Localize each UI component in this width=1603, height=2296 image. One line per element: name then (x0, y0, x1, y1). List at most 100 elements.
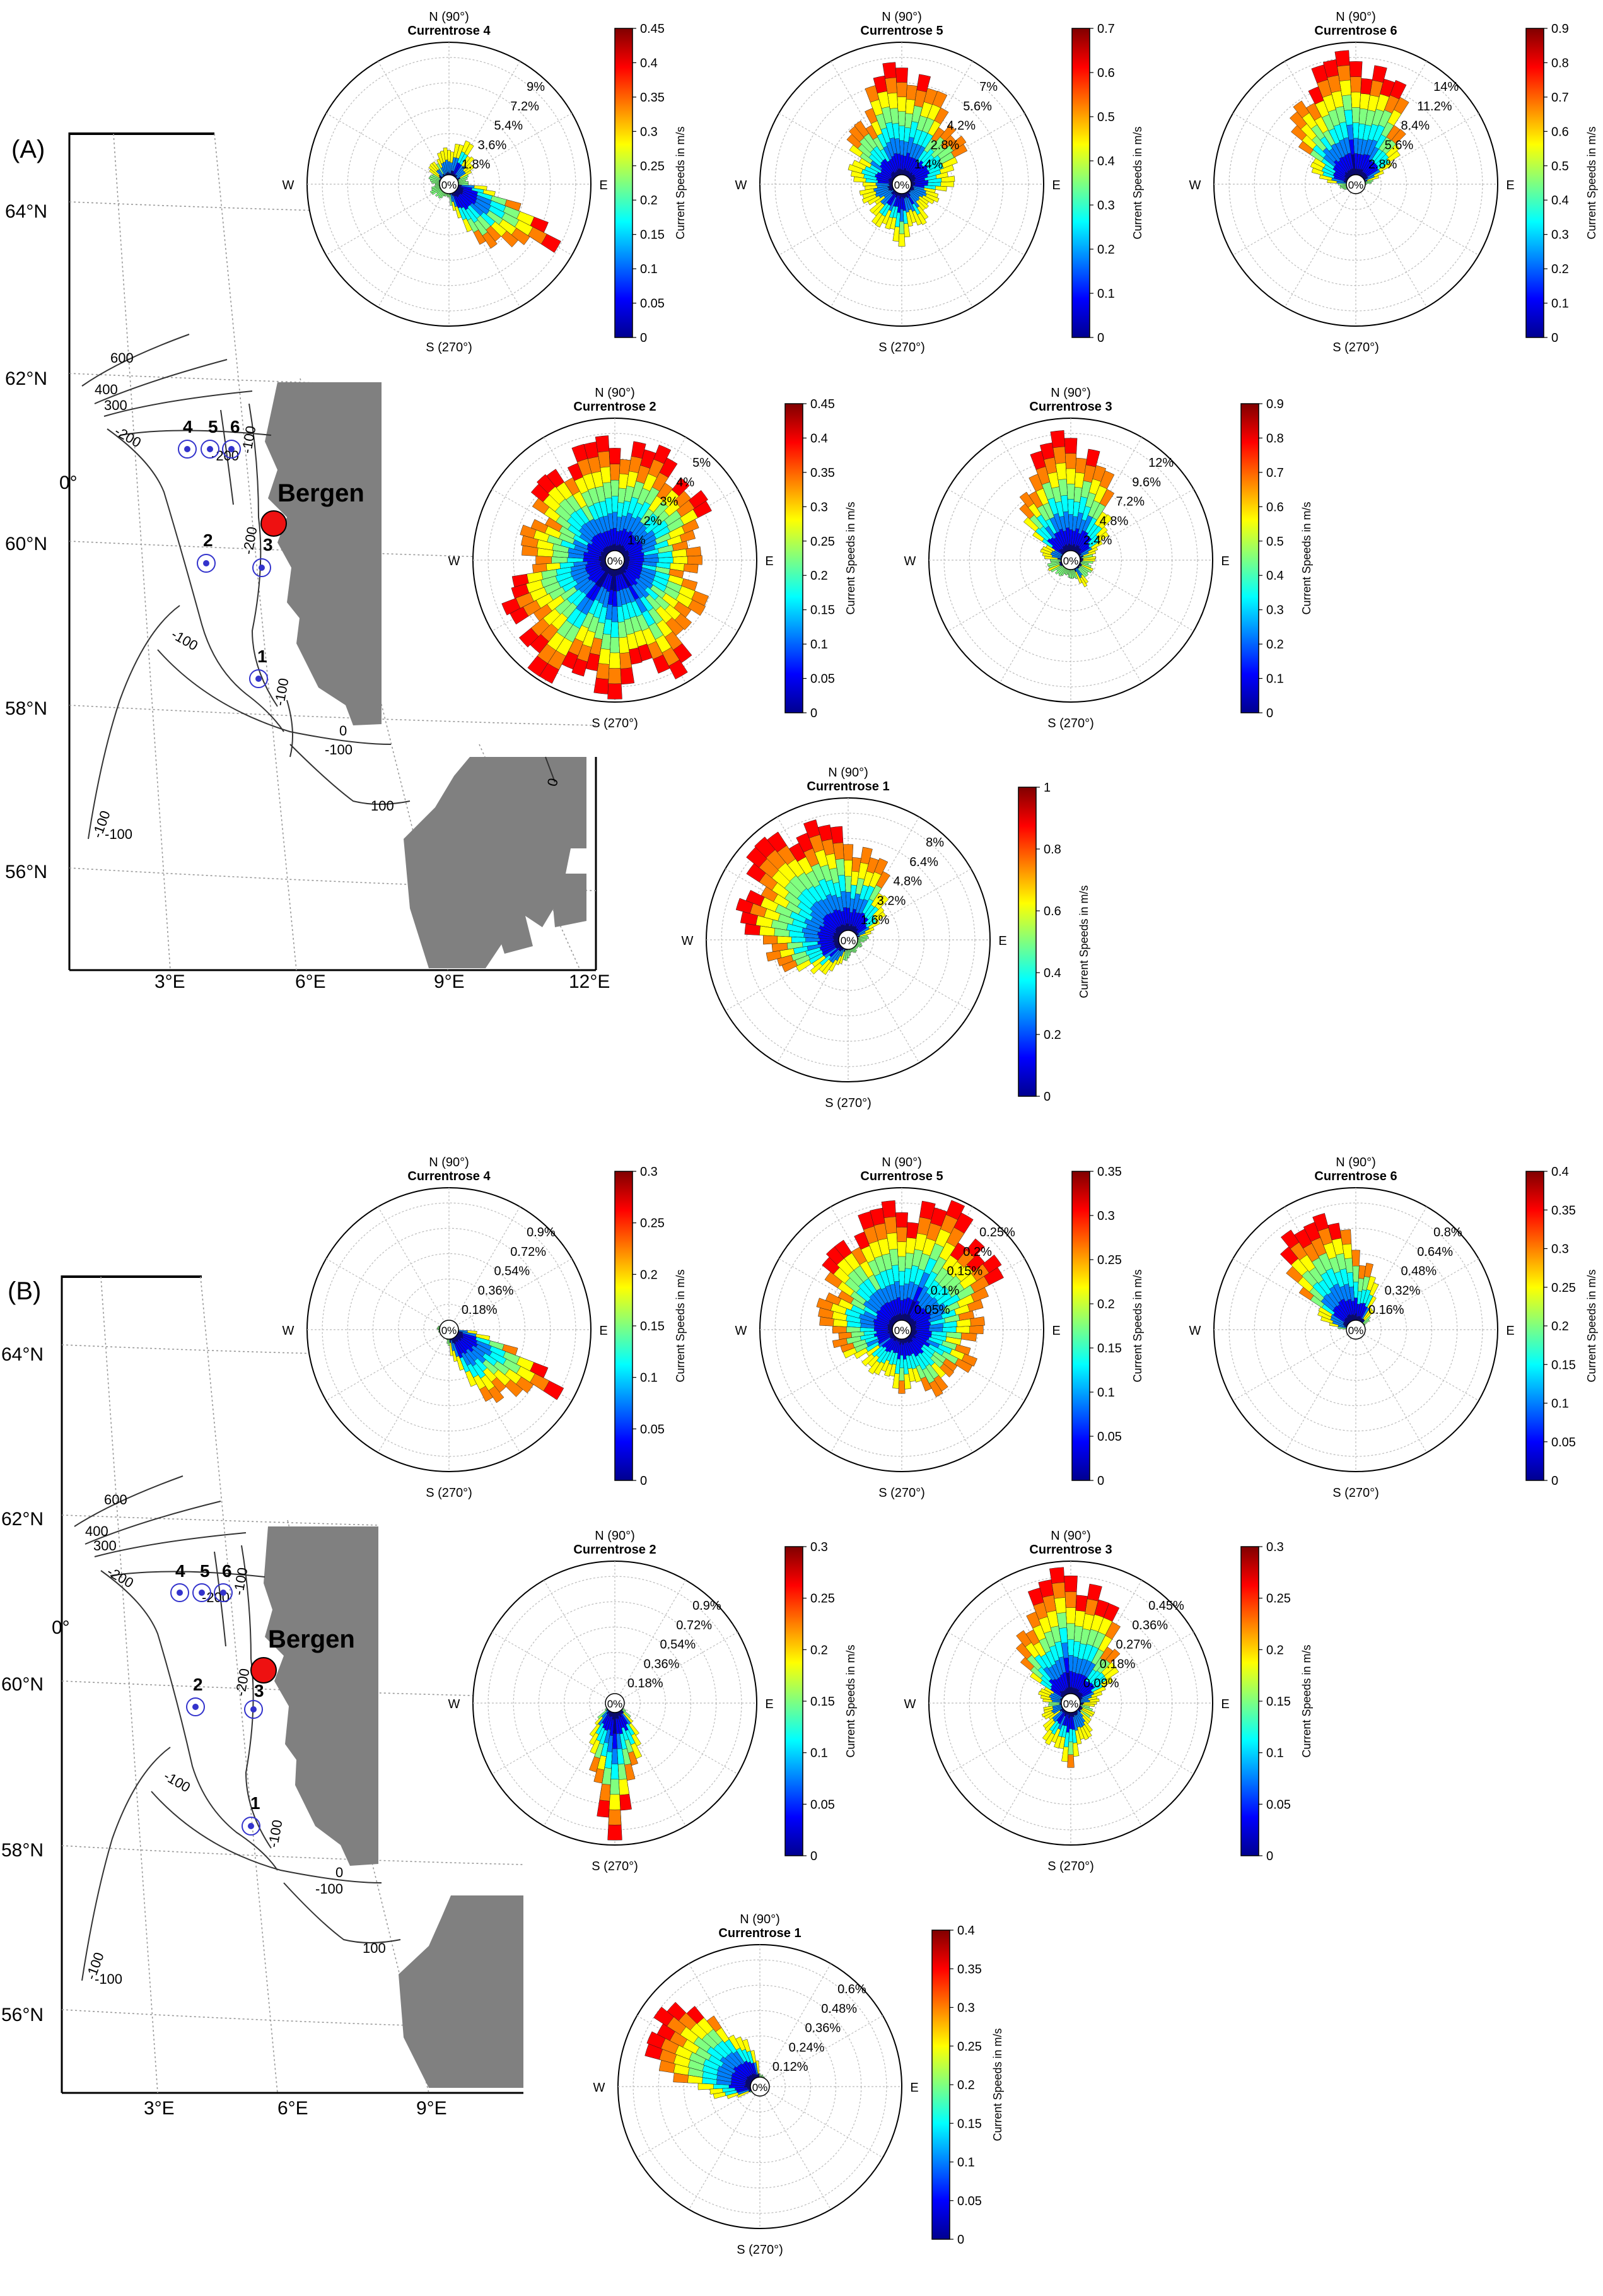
rose-south-label: S (270°) (592, 717, 638, 730)
colorbar-tick-label: 0.4 (1551, 194, 1569, 208)
rose-ring-label: 1.8% (462, 158, 491, 172)
depth-label: 300 (104, 397, 127, 413)
rose-center (1061, 550, 1081, 570)
colorbar-label: Current Speeds in m/s (991, 2028, 1004, 2141)
colorbar-tick-label: 0 (1551, 1474, 1558, 1488)
rose-east-label: E (599, 1324, 607, 1338)
colorbar-tick-label: 0.05 (1097, 1430, 1122, 1444)
station-label-4: 4 (175, 1561, 185, 1581)
rose-chart-a6: 0% 2.8% 5.6% 8.4% 11.2% 14% N (90°)Currentrose… (1189, 10, 1598, 354)
colorbar-tick-label: 0.15 (957, 2117, 982, 2131)
rose-title: Currentrose 2 (573, 1543, 656, 1557)
rose-south-label: S (270°) (1047, 717, 1094, 730)
rose-center (750, 2076, 770, 2097)
rose-south-label: S (270°) (426, 341, 472, 354)
colorbar-tick-label: 0.6 (1551, 125, 1569, 139)
rose-west-label: W (735, 179, 747, 192)
rose-south-label: S (270°) (1047, 1860, 1094, 1873)
colorbar-tick-label: 0.15 (1097, 1342, 1122, 1356)
rose-ring-label: 7.2% (1116, 495, 1145, 509)
rose-center-label: 0% (1348, 179, 1364, 191)
rose-ring-label: 2.8% (931, 138, 960, 152)
rose-north-label: N (90°) (882, 1156, 922, 1169)
colorbar-tick-label: 0 (1097, 1474, 1104, 1488)
rose-north-label: N (90°) (1336, 10, 1376, 24)
colorbar-label: Current Speeds in m/s (674, 1269, 687, 1382)
station-label-5: 5 (208, 417, 218, 436)
colorbar-tick-label: 0.2 (1266, 638, 1284, 652)
rose-ring-label: 0.48% (1401, 1265, 1437, 1279)
lat-label: 58°N (1, 1840, 44, 1861)
colorbar-tick-label: 0.1 (1266, 1747, 1284, 1760)
rose-west-label: W (682, 934, 694, 948)
colorbar-tick-label: 0.45 (640, 22, 665, 36)
rose-ring-label: 0.2% (963, 1245, 992, 1259)
colorbar-tick-label: 0.9 (1266, 397, 1284, 411)
rose-west-label: W (448, 1697, 460, 1711)
colorbar-tick-label: 0.7 (1266, 466, 1284, 480)
rose-chart-b5: 0% 0.05% 0.1% 0.15% 0.2% 0.25% N (90°)Currentr… (735, 1156, 1144, 1500)
rose-title: Currentrose 3 (1029, 400, 1112, 414)
colorbar (614, 28, 633, 338)
rose-ring-label: 7% (979, 80, 998, 94)
lon-label: 12°E (569, 971, 610, 992)
rose-chart-b6: 0%0.16%0.32%0.48%0.64%0.8%N (90°)Current… (1189, 1156, 1598, 1500)
station-marker-3 (252, 558, 271, 577)
rose-ring-label: 0.05% (914, 1303, 950, 1317)
colorbar-tick-label: 0.3 (1551, 228, 1569, 242)
depth-label: -100 (265, 1819, 285, 1849)
lon-label: 3°E (154, 971, 185, 992)
rose-title: Currentrose 5 (860, 1169, 943, 1183)
lon0-label: 0° (52, 1617, 70, 1638)
rose-north-label: N (90°) (429, 10, 469, 24)
depth-label: -200 (232, 1667, 252, 1697)
lat-label: 56°N (5, 862, 47, 882)
rose-south-label: S (270°) (825, 1096, 871, 1110)
rose-ring-label: 3.2% (877, 894, 906, 908)
rose-ring-label: 0.24% (789, 2041, 825, 2054)
colorbar-tick-label: 0.05 (1551, 1436, 1576, 1450)
station-marker-1 (242, 1817, 260, 1836)
station-marker-4 (178, 440, 197, 459)
rose-ring-label: 0.8% (1433, 1226, 1462, 1239)
colorbar-tick-label: 0.45 (810, 397, 835, 411)
rose-east-label: E (1052, 1324, 1060, 1338)
rose-north-label: N (90°) (595, 386, 635, 400)
colorbar-tick-label: 0 (1266, 706, 1273, 720)
rose-chart-a2: 0% 1% 2% 3% 4% 5% N (90°)Currentrose 2 S (270°)… (448, 386, 857, 730)
rose-chart-b3: 0%0.09%0.18%0.27%0.36%0.45%N (90°)Curren… (904, 1529, 1313, 1873)
colorbar-tick-label: 0.25 (810, 535, 835, 549)
colorbar-tick-label: 0.05 (957, 2194, 982, 2208)
depth-label: 600 (110, 350, 134, 366)
depth-label: -200 (112, 423, 144, 451)
rose-ring-label: 0.25% (979, 1226, 1015, 1239)
depth-label: -200 (240, 525, 260, 556)
colorbar-tick-label: 0.1 (1551, 1397, 1569, 1411)
colorbar (1525, 1171, 1544, 1481)
colorbar-tick-label: 0.4 (810, 431, 828, 445)
colorbar-tick-label: 0 (640, 1474, 647, 1488)
rose-ring-label: 4.8% (1100, 514, 1129, 528)
colorbar-tick-label: 0.6 (1097, 66, 1115, 80)
station-label-1: 1 (257, 647, 267, 666)
rose-east-label: E (1221, 554, 1229, 568)
rose-center (892, 174, 912, 194)
station-marker-5 (192, 1583, 211, 1602)
depth-label: -200 (105, 1564, 137, 1591)
colorbar (931, 1930, 950, 2240)
colorbar-tick-label: 0.2 (1044, 1028, 1061, 1042)
rose-center (1061, 1693, 1081, 1713)
colorbar-tick-label: 0.4 (1044, 966, 1061, 980)
rose-north-label: N (90°) (828, 766, 868, 780)
colorbar (784, 403, 803, 713)
colorbar-tick-label: 0.15 (640, 228, 665, 242)
colorbar-tick-label: 0.15 (810, 1695, 835, 1709)
rose-ring-label: 0.09% (1083, 1677, 1119, 1690)
colorbar-tick-label: 0.2 (1097, 243, 1115, 257)
rose-ring-label: 0.45% (1148, 1599, 1184, 1613)
rose-chart-a1: 0% 1.6% 3.2% 4.8% 6.4% 8% N (90°)Currentrose 1… (682, 766, 1090, 1110)
lat-label: 62°N (1, 1509, 44, 1530)
rose-ring-label: 0.48% (821, 2002, 857, 2016)
colorbar-label: Current Speeds in m/s (844, 1644, 857, 1757)
colorbar-tick-label: 0.05 (1266, 1798, 1291, 1812)
